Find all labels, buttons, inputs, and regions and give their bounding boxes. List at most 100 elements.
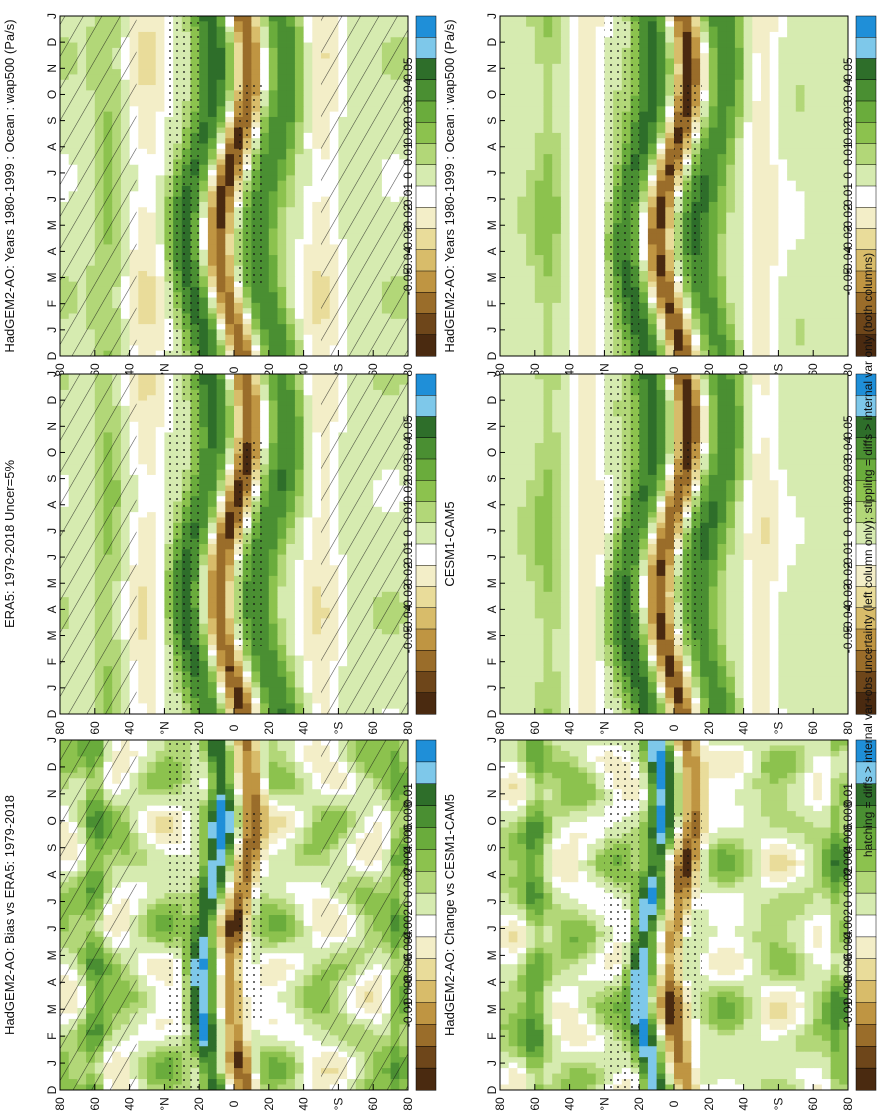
heatmap-cell <box>778 281 788 288</box>
heatmap-cell <box>700 244 710 251</box>
heatmap-cell <box>813 249 823 256</box>
heatmap-cell <box>839 47 849 54</box>
heatmap-cell <box>312 329 322 336</box>
heatmap-cell <box>787 111 797 118</box>
heatmap-cell <box>207 164 217 171</box>
heatmap-cell <box>787 249 797 256</box>
heatmap-cell <box>216 297 226 304</box>
heatmap-cell <box>665 47 675 54</box>
heatmap-cell <box>277 308 287 314</box>
y-tick-label: 0 <box>227 366 241 373</box>
heatmap-cell <box>700 26 710 33</box>
heatmap-cell <box>761 217 771 224</box>
heatmap-cell <box>508 90 518 97</box>
heatmap-cell <box>207 16 217 22</box>
heatmap-cell <box>286 286 296 293</box>
heatmap-cell <box>587 111 597 118</box>
heatmap-cell <box>691 318 701 325</box>
heatmap-cell <box>242 350 252 357</box>
heatmap-cell <box>734 228 744 235</box>
heatmap-cell <box>199 276 209 283</box>
heatmap-cell <box>595 132 605 139</box>
heatmap-cell <box>665 111 675 118</box>
heatmap-cell <box>752 281 762 288</box>
heatmap-cell <box>543 154 553 160</box>
heatmap-cell <box>700 297 710 304</box>
heatmap-cell <box>552 228 562 235</box>
heatmap-cell <box>717 74 727 81</box>
heatmap-cell <box>526 228 536 235</box>
heatmap-cell <box>639 101 649 107</box>
heatmap-cell <box>543 90 553 97</box>
heatmap-cell <box>207 313 217 320</box>
heatmap-cell <box>769 244 779 251</box>
heatmap-cell <box>708 281 718 288</box>
heatmap-cell <box>682 21 692 28</box>
heatmap-cell <box>804 164 814 171</box>
heatmap-cell <box>778 186 788 192</box>
heatmap-cell <box>813 154 823 160</box>
heatmap-cell <box>260 255 270 261</box>
heatmap-cell <box>552 79 562 86</box>
heatmap-cell <box>199 164 209 171</box>
heatmap-cell <box>595 79 605 86</box>
heatmap-cell <box>225 16 235 22</box>
heatmap-cell <box>665 16 675 22</box>
heatmap-cell <box>534 244 544 251</box>
heatmap-cell <box>813 313 823 320</box>
heatmap-cell <box>778 170 788 176</box>
heatmap-cell <box>216 329 226 336</box>
heatmap-cell <box>286 350 296 357</box>
heatmap-cell <box>534 26 544 33</box>
heatmap-cell <box>804 47 814 54</box>
heatmap-cell <box>647 47 657 54</box>
heatmap-cell <box>752 233 762 240</box>
heatmap-cell <box>726 106 736 113</box>
heatmap-cell <box>303 58 313 65</box>
heatmap-cell <box>225 21 235 28</box>
heatmap-cell <box>543 111 553 118</box>
heatmap-cell <box>251 318 261 325</box>
heatmap-cell <box>303 196 313 203</box>
heatmap-cell <box>587 127 597 134</box>
heatmap-cell <box>656 271 666 277</box>
heatmap-cell <box>138 286 148 293</box>
heatmap-cell <box>286 138 296 144</box>
heatmap-cell <box>647 228 657 235</box>
heatmap-cell <box>277 302 287 309</box>
heatmap-cell <box>813 85 823 91</box>
heatmap-cell <box>526 74 536 81</box>
heatmap-cell <box>216 212 226 219</box>
heatmap-cell <box>216 116 226 123</box>
heatmap-cell <box>199 16 209 22</box>
heatmap-cell <box>268 85 278 91</box>
heatmap-cell <box>207 350 217 357</box>
heatmap-cell <box>277 255 287 261</box>
heatmap-cell <box>795 191 805 198</box>
heatmap-cell <box>804 138 814 144</box>
heatmap-cell <box>286 170 296 176</box>
heatmap-cell <box>207 47 217 54</box>
heatmap-cell <box>199 233 209 240</box>
heatmap-cell <box>207 159 217 166</box>
heatmap-cell <box>199 324 209 330</box>
heatmap-cell <box>830 138 840 144</box>
heatmap-cell <box>743 297 753 304</box>
heatmap-cell <box>294 223 304 229</box>
heatmap-cell <box>595 101 605 107</box>
heatmap-cell <box>207 318 217 325</box>
heatmap-cell <box>508 297 518 304</box>
heatmap-cell <box>821 90 831 97</box>
heatmap-cell <box>587 281 597 288</box>
heatmap-cell <box>199 302 209 309</box>
heatmap-cell <box>752 21 762 28</box>
heatmap-cell <box>726 244 736 251</box>
heatmap-cell <box>260 111 270 118</box>
heatmap-cell <box>225 90 235 97</box>
heatmap-cell <box>138 148 148 155</box>
heatmap-cell <box>569 239 579 245</box>
heatmap-cell <box>761 164 771 171</box>
heatmap-cell <box>303 122 313 128</box>
x-tick-label: J <box>45 327 59 333</box>
heatmap-cell <box>312 201 322 208</box>
